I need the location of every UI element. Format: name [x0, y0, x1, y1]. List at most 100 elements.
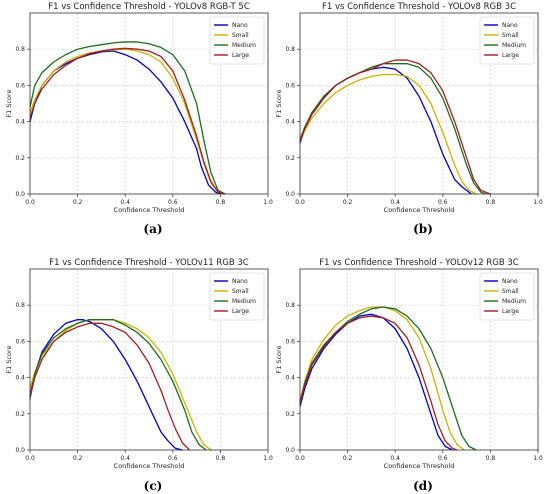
subfigure-caption: (d)	[413, 479, 433, 493]
x-tick-label: 1.0	[533, 199, 543, 206]
y-tick-label: 0.0	[285, 447, 295, 454]
x-tick-label: 0.6	[438, 199, 448, 206]
chart-title: F1 vs Confidence Threshold - YOLOv8 RGB-…	[48, 2, 250, 12]
subfigure-caption: (b)	[413, 222, 433, 236]
x-tick-label: 0.4	[120, 199, 130, 206]
subfigure-caption: (c)	[144, 479, 163, 493]
series-line-medium	[299, 63, 486, 195]
legend-label-medium: Medium	[502, 298, 526, 305]
legend-label-nano: Nano	[232, 22, 248, 29]
legend-box	[479, 16, 535, 65]
y-tick-label: 0.2	[15, 411, 25, 418]
series-line-large	[299, 59, 491, 195]
chart-title: F1 vs Confidence Threshold - YOLOv8 RGB …	[322, 2, 516, 12]
chart-title: F1 vs Confidence Threshold - YOLOv11 RGB…	[49, 258, 249, 268]
y-tick-label: 0.4	[285, 119, 295, 126]
legend-label-medium: Medium	[232, 42, 256, 49]
chart-panel-0: 0.0 0.2 0.4 0.6 0.8 1.0 0.0 0.2 0.4 0.6 0.8 F1 vs C…	[5, 2, 273, 236]
plot-frame	[299, 268, 539, 451]
x-tick-label: 0.0	[25, 455, 35, 462]
x-tick-label: 0.6	[168, 455, 178, 462]
chart-panel-2: 0.0 0.2 0.4 0.6 0.8 1.0 0.0 0.2 0.4 0.6 0.8 F1 vs C…	[5, 258, 273, 493]
y-tick-label: 0.6	[285, 338, 295, 345]
legend-label-small: Small	[232, 32, 249, 39]
chart-panel-1: 0.0 0.2 0.4 0.6 0.8 1.0 0.0 0.2 0.4 0.6 0.8 F1 vs C…	[275, 2, 543, 236]
y-tick-label: 0.8	[15, 302, 25, 309]
x-tick-label: 1.0	[263, 199, 273, 206]
legend-box	[209, 272, 265, 321]
legend-box	[209, 16, 265, 65]
x-axis-label: Confidence Threshold	[114, 206, 185, 214]
series-line-medium	[29, 319, 207, 451]
legend-label-nano: Nano	[232, 278, 248, 285]
x-tick-label: 0.6	[438, 455, 448, 462]
plot-frame	[299, 12, 539, 195]
legend-label-small: Small	[502, 288, 519, 295]
y-tick-label: 0.4	[285, 375, 295, 382]
x-tick-label: 0.2	[343, 199, 353, 206]
y-tick-label: 0.2	[285, 411, 295, 418]
subfigure-caption: (a)	[143, 222, 162, 236]
y-axis-label: F1 Score	[275, 345, 283, 373]
legend-label-medium: Medium	[232, 298, 256, 305]
series-line-small	[299, 73, 477, 195]
legend-label-large: Large	[232, 52, 249, 59]
x-tick-label: 1.0	[533, 455, 543, 462]
legend-box	[479, 272, 535, 321]
legend: Nano Small Medium Large	[479, 16, 535, 65]
x-tick-label: 0.8	[216, 199, 226, 206]
x-axis-label: Confidence Threshold	[384, 206, 455, 214]
series-line-large	[29, 47, 226, 195]
series-line-large	[29, 322, 190, 451]
x-tick-label: 0.6	[168, 199, 178, 206]
legend-label-small: Small	[232, 288, 249, 295]
x-tick-label: 0.4	[120, 455, 130, 462]
y-tick-label: 0.8	[285, 46, 295, 53]
series-line-large	[299, 315, 458, 451]
x-tick-label: 0.2	[73, 455, 83, 462]
x-axis-label: Confidence Threshold	[384, 462, 455, 470]
chart-panel-3: 0.0 0.2 0.4 0.6 0.8 1.0 0.0 0.2 0.4 0.6 0.8 F1 vs C…	[275, 258, 543, 493]
y-tick-label: 0.6	[15, 82, 25, 89]
series-line-nano	[29, 319, 183, 451]
y-tick-label: 0.0	[15, 447, 25, 454]
legend-label-nano: Nano	[502, 22, 518, 29]
x-tick-label: 0.2	[73, 199, 83, 206]
y-tick-label: 0.2	[285, 155, 295, 162]
legend-label-small: Small	[502, 32, 519, 39]
x-tick-label: 0.0	[25, 199, 35, 206]
y-axis-label: F1 Score	[5, 89, 13, 117]
x-tick-label: 0.8	[486, 455, 496, 462]
x-tick-label: 0.4	[390, 455, 400, 462]
y-tick-label: 0.0	[15, 191, 25, 198]
y-axis-label: F1 Score	[275, 89, 283, 117]
series-line-medium	[299, 306, 477, 451]
chart-title: F1 vs Confidence Threshold - YOLOv12 RGB…	[319, 258, 519, 268]
series-line-medium	[29, 41, 226, 195]
legend: Nano Small Medium Large	[479, 272, 535, 321]
legend: Nano Small Medium Large	[209, 16, 265, 65]
legend-label-large: Large	[502, 52, 519, 59]
plot-frame	[29, 268, 269, 451]
legend-label-nano: Nano	[502, 278, 518, 285]
y-tick-label: 0.6	[285, 82, 295, 89]
y-tick-label: 0.4	[15, 375, 25, 382]
y-axis-label: F1 Score	[5, 345, 13, 373]
x-tick-label: 1.0	[263, 455, 273, 462]
x-tick-label: 0.2	[343, 455, 353, 462]
y-tick-label: 0.2	[15, 155, 25, 162]
series-line-nano	[299, 313, 453, 451]
x-tick-label: 0.4	[390, 199, 400, 206]
legend: Nano Small Medium Large	[209, 272, 265, 321]
y-tick-label: 0.8	[285, 302, 295, 309]
y-tick-label: 0.8	[15, 46, 25, 53]
legend-label-large: Large	[232, 308, 249, 315]
x-tick-label: 0.0	[295, 199, 305, 206]
x-tick-label: 0.0	[295, 455, 305, 462]
x-tick-label: 0.8	[216, 455, 226, 462]
plot-frame	[29, 12, 269, 195]
y-tick-label: 0.0	[285, 191, 295, 198]
legend-label-medium: Medium	[502, 42, 526, 49]
x-axis-label: Confidence Threshold	[114, 462, 185, 470]
